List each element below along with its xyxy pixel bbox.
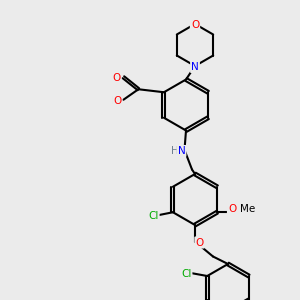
Text: Cl: Cl: [181, 269, 191, 279]
Text: H: H: [171, 146, 179, 156]
Text: N: N: [191, 62, 199, 72]
Text: O: O: [195, 238, 204, 248]
Text: N: N: [178, 146, 185, 156]
Text: Cl: Cl: [148, 211, 159, 221]
Text: Me: Me: [241, 204, 256, 214]
Text: O: O: [191, 20, 199, 30]
Text: O: O: [228, 204, 236, 214]
Text: O: O: [113, 96, 121, 106]
Text: H: H: [111, 96, 119, 106]
Text: O: O: [112, 73, 120, 83]
